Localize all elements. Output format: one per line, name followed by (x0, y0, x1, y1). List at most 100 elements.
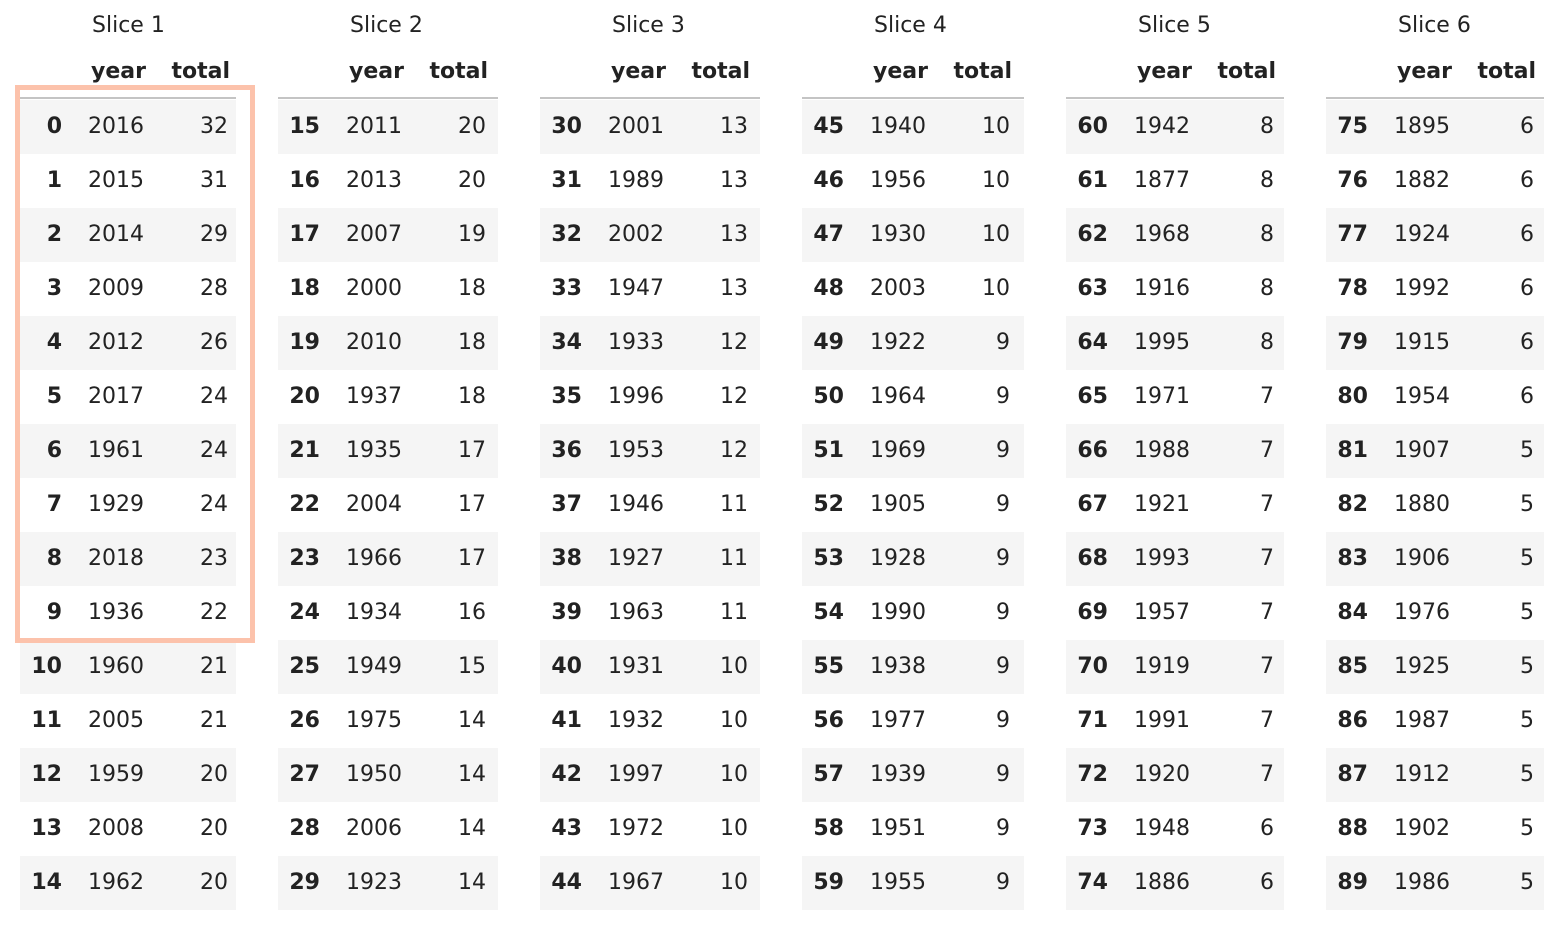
year-cell: 1915 (1394, 330, 1450, 355)
header-divider (802, 97, 1024, 99)
year-cell: 1990 (870, 600, 926, 625)
table-row: 30 2001 13 (540, 100, 760, 154)
table-row: 1 2015 31 (20, 154, 236, 208)
table-row: 85 1925 5 (1326, 640, 1544, 694)
row-index: 81 (1337, 438, 1368, 463)
year-cell: 2018 (88, 546, 144, 571)
total-cell: 8 (1260, 330, 1274, 355)
total-cell: 6 (1520, 384, 1534, 409)
table-row: 62 1968 8 (1066, 208, 1284, 262)
total-cell: 7 (1260, 492, 1274, 517)
year-cell: 1997 (608, 762, 664, 787)
total-cell: 6 (1260, 870, 1274, 895)
total-cell: 9 (996, 600, 1010, 625)
total-cell: 14 (458, 762, 486, 787)
table-row: 72 1920 7 (1066, 748, 1284, 802)
total-cell: 20 (458, 168, 486, 193)
year-cell: 1955 (870, 870, 926, 895)
row-index: 44 (551, 870, 582, 895)
row-index: 2 (46, 222, 62, 247)
row-index: 74 (1077, 870, 1108, 895)
year-cell: 1937 (346, 384, 402, 409)
row-index: 61 (1077, 168, 1108, 193)
table-row: 19 2010 18 (278, 316, 498, 370)
table-row: 44 1967 10 (540, 856, 760, 910)
year-cell: 1938 (870, 654, 926, 679)
row-index: 34 (551, 330, 582, 355)
total-cell: 17 (458, 492, 486, 517)
year-cell: 1927 (608, 546, 664, 571)
year-cell: 1946 (608, 492, 664, 517)
table-row: 80 1954 6 (1326, 370, 1544, 424)
year-cell: 1902 (1394, 816, 1450, 841)
row-index: 27 (289, 762, 320, 787)
row-index: 3 (46, 276, 62, 301)
year-cell: 1950 (346, 762, 402, 787)
total-cell: 7 (1260, 654, 1274, 679)
year-cell: 1992 (1394, 276, 1450, 301)
row-index: 51 (813, 438, 844, 463)
row-index: 75 (1337, 114, 1368, 139)
total-cell: 7 (1260, 438, 1274, 463)
table-row: 70 1919 7 (1066, 640, 1284, 694)
table-row: 59 1955 9 (802, 856, 1024, 910)
table-row: 23 1966 17 (278, 532, 498, 586)
table-row: 68 1993 7 (1066, 532, 1284, 586)
header-divider (278, 97, 498, 99)
table-row: 79 1915 6 (1326, 316, 1544, 370)
total-cell: 5 (1520, 600, 1534, 625)
total-cell: 5 (1520, 438, 1534, 463)
table-row: 58 1951 9 (802, 802, 1024, 856)
table-row: 37 1946 11 (540, 478, 760, 532)
total-cell: 12 (720, 384, 748, 409)
year-cell: 1930 (870, 222, 926, 247)
row-index: 37 (551, 492, 582, 517)
year-cell: 2013 (346, 168, 402, 193)
table-row: 9 1936 22 (20, 586, 236, 640)
row-index: 35 (551, 384, 582, 409)
table-row: 27 1950 14 (278, 748, 498, 802)
table-row: 81 1907 5 (1326, 424, 1544, 478)
year-cell: 1931 (608, 654, 664, 679)
year-cell: 1929 (88, 492, 144, 517)
row-index: 56 (813, 708, 844, 733)
total-cell: 9 (996, 438, 1010, 463)
header-divider (1326, 97, 1544, 99)
table-row: 45 1940 10 (802, 100, 1024, 154)
row-index: 59 (813, 870, 844, 895)
year-cell: 1907 (1394, 438, 1450, 463)
row-index: 86 (1337, 708, 1368, 733)
row-index: 29 (289, 870, 320, 895)
total-cell: 18 (458, 276, 486, 301)
total-cell: 10 (720, 762, 748, 787)
total-cell: 16 (458, 600, 486, 625)
year-cell: 2007 (346, 222, 402, 247)
row-index: 46 (813, 168, 844, 193)
table-row: 86 1987 5 (1326, 694, 1544, 748)
row-index: 1 (46, 168, 62, 193)
total-cell: 23 (200, 546, 228, 571)
year-cell: 2001 (608, 114, 664, 139)
row-index: 52 (813, 492, 844, 517)
row-index: 87 (1337, 762, 1368, 787)
table-row: 64 1995 8 (1066, 316, 1284, 370)
total-cell: 20 (458, 114, 486, 139)
table-row: 35 1996 12 (540, 370, 760, 424)
total-cell: 20 (200, 762, 228, 787)
total-cell: 9 (996, 492, 1010, 517)
row-index: 60 (1077, 114, 1108, 139)
table-row: 31 1989 13 (540, 154, 760, 208)
total-cell: 8 (1260, 276, 1274, 301)
row-index: 53 (813, 546, 844, 571)
row-index: 5 (46, 384, 62, 409)
row-index: 88 (1337, 816, 1368, 841)
year-cell: 2008 (88, 816, 144, 841)
table-row: 39 1963 11 (540, 586, 760, 640)
row-index: 43 (551, 816, 582, 841)
total-cell: 8 (1260, 114, 1274, 139)
total-cell: 12 (720, 438, 748, 463)
row-index: 12 (31, 762, 62, 787)
table-row: 71 1991 7 (1066, 694, 1284, 748)
total-cell: 10 (720, 870, 748, 895)
year-cell: 2005 (88, 708, 144, 733)
